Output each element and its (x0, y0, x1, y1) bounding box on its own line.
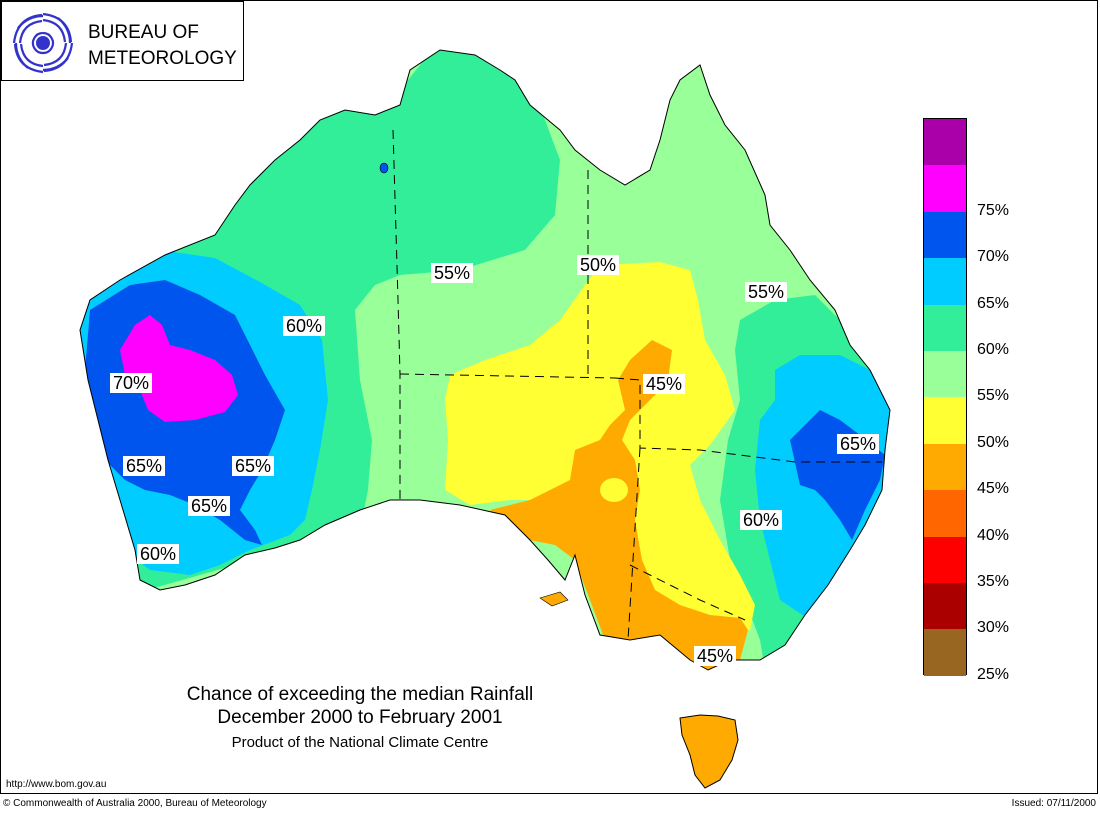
contour-label-65-sw-c: 65% (188, 496, 231, 516)
contour-label-60-west: 60% (283, 316, 326, 336)
contour-label-55-north: 55% (431, 263, 474, 283)
legend-label: 45% (977, 480, 1010, 498)
issued-date: Issued: 07/11/2000 (1011, 798, 1096, 809)
legend-swatch (924, 536, 966, 583)
mainland-outline (79, 49, 891, 671)
legend-swatch (924, 490, 966, 537)
legend-swatch (924, 119, 966, 166)
contour-label-60-east: 60% (740, 510, 783, 530)
legend-swatch (924, 211, 966, 259)
map-title: Chance of exceeding the median Rainfall (186, 684, 534, 705)
contour-label-45-south: 45% (694, 646, 737, 666)
contour-label-55-east: 55% (745, 282, 788, 302)
map-frame (0, 0, 1098, 794)
legend-swatch (924, 165, 966, 212)
kangaroo-island (539, 591, 569, 607)
legend-label: 35% (977, 573, 1010, 590)
legend-label: 70% (977, 248, 1010, 266)
legend-swatch (924, 629, 966, 676)
title-block: Chance of exceeding the median Rainfall … (120, 683, 600, 754)
legend-swatch (924, 351, 966, 398)
legend-label: 65% (977, 294, 1010, 312)
legend-swatch (924, 583, 966, 630)
contour-label-45-central: 45% (643, 374, 686, 394)
map-period: December 2000 to February 2001 (217, 707, 503, 728)
map-product: Product of the National Climate Centre (231, 734, 489, 751)
legend-swatch (924, 443, 966, 491)
legend-swatch (924, 397, 966, 444)
copyright: © Commonwealth of Australia 2000, Bureau… (3, 798, 267, 809)
legend-label: 60% (977, 341, 1010, 358)
contour-label-70-west: 70% (110, 373, 153, 393)
state-borders (392, 129, 882, 641)
legend-swatch (924, 258, 966, 305)
lake-argyle (379, 162, 389, 174)
bom-logo: BUREAU OF METEOROLOGY (1, 1, 244, 81)
bom-swirl-icon (12, 12, 74, 74)
logo-line-1: BUREAU OF (88, 22, 199, 43)
legend-label: 25% (977, 665, 1010, 683)
contour-label-50-north: 50% (577, 255, 620, 275)
legend-colorbar (923, 118, 967, 676)
logo-line-2: METEOROLOGY (88, 48, 237, 69)
tasmania (679, 714, 739, 789)
legend-label: 55% (977, 387, 1010, 405)
legend-label: 50% (977, 433, 1010, 451)
legend-label: 75% (977, 201, 1010, 219)
zone-75-west (120, 315, 238, 422)
website-url: http://www.bom.gov.au (6, 779, 107, 790)
contour-label-65-sw-a: 65% (123, 456, 166, 476)
contour-label-65-east: 65% (837, 434, 880, 454)
contour-label-65-sw-b: 65% (232, 456, 275, 476)
legend-label: 30% (977, 619, 1010, 637)
legend-label: 40% (977, 526, 1010, 544)
legend-swatch (924, 304, 966, 351)
zone-50-inner-patch (600, 478, 628, 502)
zone-45-south (490, 340, 748, 670)
contour-label-60-sw: 60% (137, 544, 180, 564)
